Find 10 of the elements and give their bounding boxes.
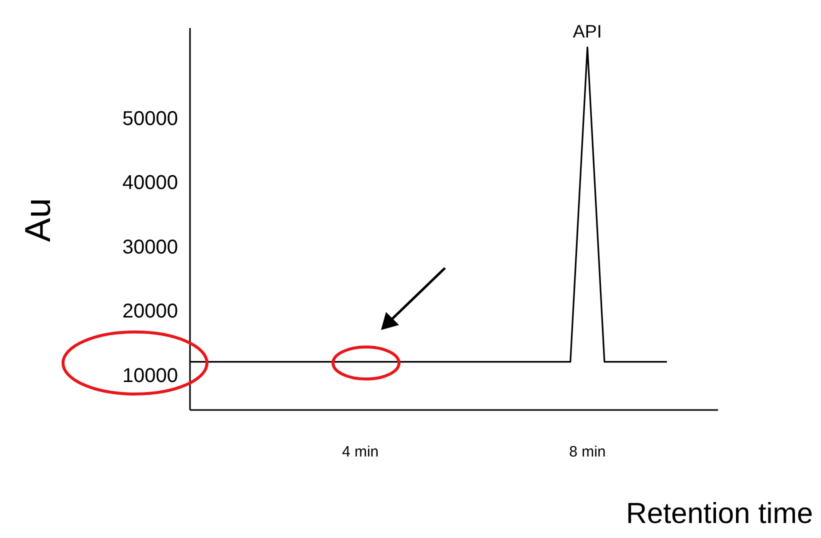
y-tick-label: 30000 bbox=[122, 236, 178, 258]
x-tick-label: 8 min bbox=[569, 444, 606, 461]
y-axis-title: Au bbox=[17, 198, 58, 242]
y-tick-label: 10000 bbox=[122, 364, 178, 387]
x-tick-label: 4 min bbox=[342, 444, 379, 461]
y-tick-label: 20000 bbox=[122, 300, 178, 323]
y-tick-label: 50000 bbox=[122, 108, 178, 130]
annotation: API bbox=[572, 21, 602, 42]
x-axis-title: Retention time bbox=[626, 498, 813, 530]
y-tick-label: 40000 bbox=[122, 172, 178, 194]
